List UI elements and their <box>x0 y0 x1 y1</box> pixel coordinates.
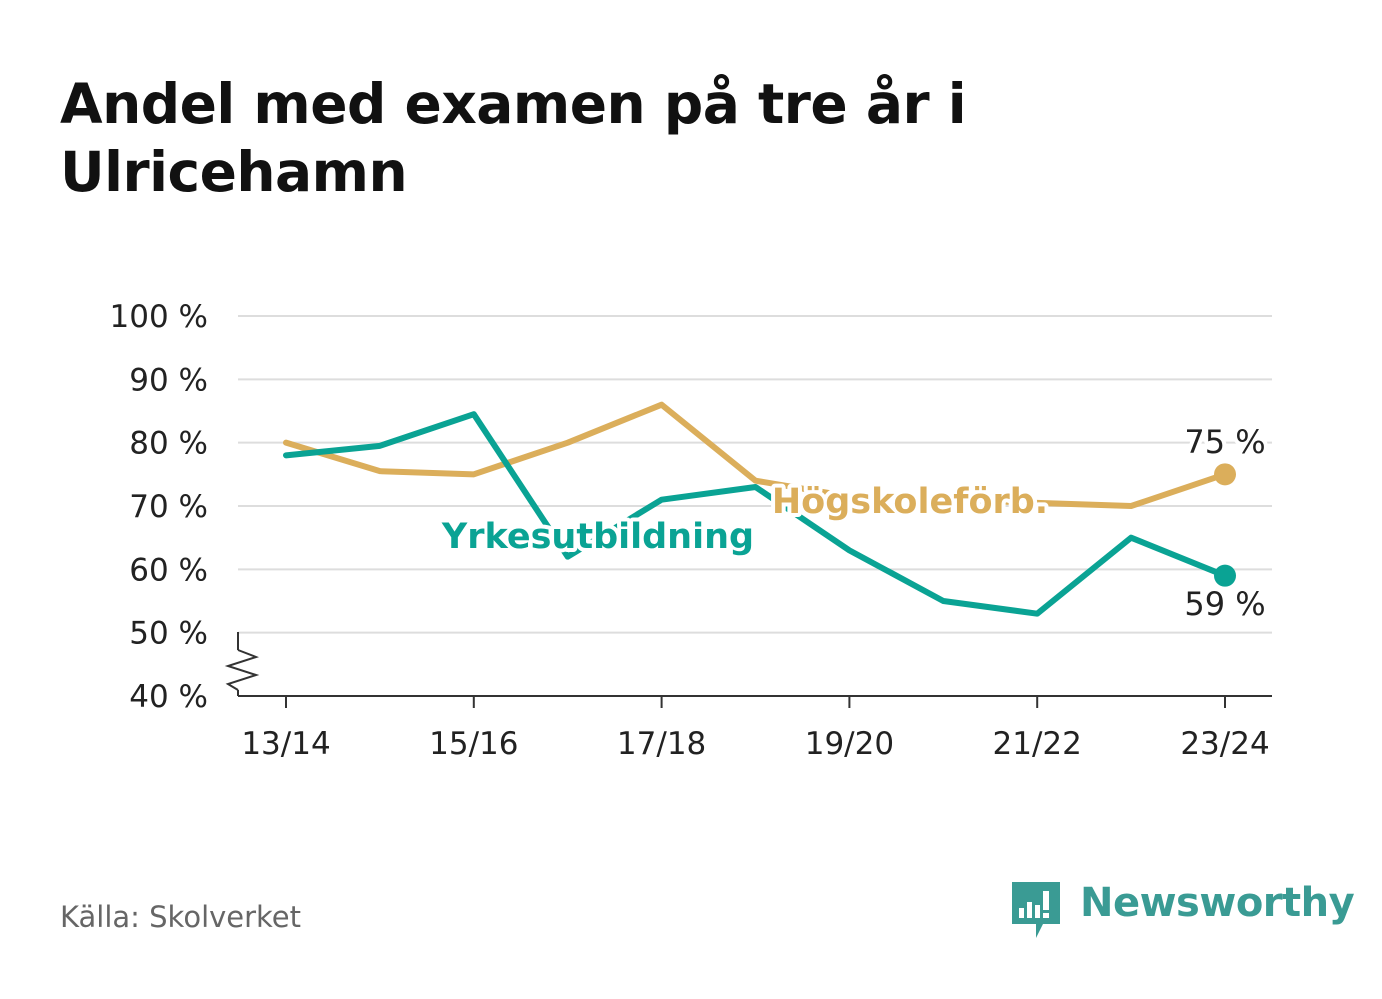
y-tick-label-50: 50 % <box>129 616 208 652</box>
series-line-h-gskolef-rb <box>283 401 1228 509</box>
series-lines <box>283 401 1236 617</box>
end-value-label-yrkesutbildning-text: 59 % <box>1184 585 1265 623</box>
source-note: Källa: Skolverket <box>60 900 302 934</box>
brand-logo[interactable]: Newsworthy <box>1010 878 1355 942</box>
axis-break-zigzag <box>224 649 260 691</box>
y-tick-label-90: 90 % <box>129 362 208 398</box>
end-value-label-hogskoleforb: 75 %75 % <box>1180 419 1269 465</box>
y-tick-label-100: 100 % <box>110 299 208 335</box>
y-axis-tick-labels: 40 % 50 % 60 % 70 % 80 % 90 % 100 % <box>110 299 208 715</box>
end-value-label-hogskoleforb-text: 75 % <box>1184 423 1265 461</box>
x-tick-label-17-18: 17/18 <box>617 726 706 762</box>
end-value-label-hogskoleforb-halo: 75 % <box>1184 423 1265 461</box>
series-label-hogskoleforb-halo: Högskoleförb. <box>772 482 1048 522</box>
series-line-yrkesutbildning <box>283 411 1228 617</box>
y-tick-label-70: 70 % <box>129 489 208 525</box>
y-tick-label-60: 60 % <box>129 552 208 588</box>
y-tick-label-80: 80 % <box>129 426 208 462</box>
x-tick-label-13-14: 13/14 <box>241 726 330 762</box>
y-tick-label-40: 40 % <box>129 679 208 715</box>
x-tick-label-15-16: 15/16 <box>429 726 518 762</box>
end-value-label-yrkesutbildning: 59 %59 % <box>1180 581 1269 627</box>
series-end-marker-yrkesutbildning <box>1214 564 1236 587</box>
series-label-yrkesutbildning-text: Yrkesutbildning <box>441 517 754 557</box>
end-value-label-yrkesutbildning-halo: 59 % <box>1184 585 1265 623</box>
newsworthy-logo-icon <box>1012 882 1060 938</box>
series-end-marker-h-gskolef-rb <box>1214 463 1236 486</box>
chart-title: Andel med examen på tre år i Ulricehamn <box>60 72 967 204</box>
y-axis-break-icon <box>224 632 260 696</box>
series-label-hogskoleforb-text: Högskoleförb. <box>772 482 1048 522</box>
brand-name: Newsworthy <box>1080 880 1355 926</box>
x-tick-label-23-24: 23/24 <box>1180 726 1269 762</box>
series-label-yrkesutbildning-halo: Yrkesutbildning <box>441 517 754 557</box>
series-label-hogskoleforb: Högskoleförb.Högskoleförb. <box>768 478 1052 526</box>
x-tick-label-19-20: 19/20 <box>805 726 894 762</box>
x-tick-label-21-22: 21/22 <box>993 726 1082 762</box>
series-labels: Högskoleförb.Högskoleförb.Yrkesutbildnin… <box>437 419 1270 627</box>
x-axis: 13/14 15/16 17/18 19/20 21/22 23/24 <box>238 695 1272 762</box>
